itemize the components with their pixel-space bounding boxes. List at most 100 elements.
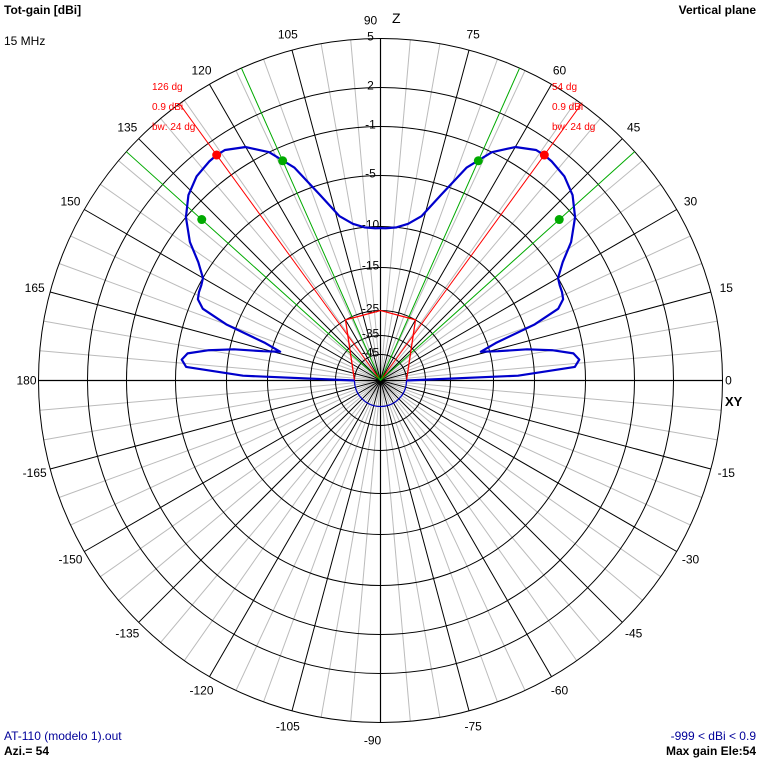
minor-spoke [380, 70, 526, 381]
minor-spoke [380, 380, 411, 722]
major-spoke [380, 380, 677, 552]
frequency-label: 15 MHz [4, 34, 46, 48]
max-gain-dot [212, 150, 222, 160]
major-spoke [84, 209, 381, 381]
inner-pattern [344, 309, 417, 408]
angle-tick-label: -105 [276, 719, 300, 733]
half-power-line [240, 67, 381, 381]
minor-spoke [58, 380, 381, 498]
radial-tick-label: 2 [367, 79, 374, 93]
major-spoke [50, 291, 381, 381]
major-spoke [380, 209, 677, 381]
minor-spoke [380, 380, 691, 526]
filename-label: AT-110 (modelo 1).out [4, 729, 122, 743]
half-power-line [126, 151, 381, 381]
minor-spoke [350, 380, 381, 722]
major-spoke [380, 380, 470, 711]
half-power-dot [278, 156, 288, 166]
max-gain-annotation: 126 dg [152, 82, 183, 93]
major-spoke [380, 138, 623, 381]
minor-spoke [380, 380, 722, 411]
half-power-line [380, 151, 635, 381]
angle-tick-label: 180 [16, 374, 36, 388]
angle-tick-label: -120 [189, 684, 213, 698]
minor-spoke [320, 380, 381, 718]
minor-spoke [380, 380, 441, 718]
minor-spoke [70, 380, 381, 526]
range-label: -999 < dBi < 0.9 [670, 729, 756, 743]
angle-tick-label: -75 [464, 719, 482, 733]
angle-tick-label: -45 [625, 627, 643, 641]
max-gain-annotation: bw: 24 dg [552, 122, 595, 133]
radiation-pattern [180, 145, 581, 382]
half-power-dot [197, 215, 207, 225]
max-gain-line [380, 103, 582, 381]
minor-spoke [43, 380, 381, 441]
z-axis-label: Z [392, 10, 401, 26]
major-spoke [50, 380, 381, 470]
minor-spoke [118, 380, 381, 601]
half-power-dot [473, 156, 483, 166]
angle-tick-label: -165 [23, 466, 47, 480]
minor-spoke [183, 380, 381, 661]
angle-tick-label: 90 [364, 14, 378, 28]
minor-spoke [39, 380, 381, 411]
marker-lines [126, 67, 635, 381]
max-gain-annotations: 54 dg 0.9 dBi bw: 24 dg 126 dg 0.9 dBi bw: 24… [152, 82, 595, 133]
minor-spoke [380, 380, 703, 498]
minor-spoke [58, 263, 381, 381]
angle-tick-label: 15 [720, 281, 734, 295]
minor-spoke [380, 380, 498, 703]
minor-spoke [380, 380, 643, 601]
radial-tick-label: 5 [367, 30, 374, 44]
angle-tick-label: 120 [191, 63, 211, 77]
angle-tick-label: 165 [25, 281, 45, 295]
minor-spoke [380, 43, 441, 381]
inner-pattern-arc [353, 380, 408, 408]
inner-pattern-line [344, 309, 417, 381]
half-power-dot [554, 215, 564, 225]
minor-spoke [380, 380, 661, 578]
major-spoke [380, 84, 552, 381]
angle-tick-label: -30 [682, 553, 700, 567]
minor-spoke [380, 183, 661, 381]
angle-tick-label: -135 [115, 627, 139, 641]
radial-tick-label: -1 [365, 118, 376, 132]
minor-spoke [70, 235, 381, 381]
radial-tick-label: -10 [362, 218, 380, 232]
major-spoke [209, 380, 381, 677]
angle-tick-label: 30 [684, 195, 698, 209]
minor-spoke [235, 70, 381, 381]
major-spoke [380, 380, 711, 470]
plane-label: Vertical plane [678, 3, 756, 17]
max-gain-label: Max gain Ele:54 [665, 744, 756, 758]
minor-spoke [380, 380, 718, 441]
polar-grid [38, 38, 723, 723]
angle-tick-label: -15 [718, 466, 736, 480]
major-spoke [380, 50, 470, 381]
minor-spoke [380, 380, 526, 691]
minor-spoke [100, 380, 381, 578]
angle-tick-label: -90 [364, 734, 382, 748]
angle-tick-label: -60 [551, 684, 569, 698]
max-gain-line [179, 103, 381, 381]
max-gain-annotation: 0.9 dBi [552, 102, 583, 113]
major-spoke [138, 138, 381, 381]
angle-tick-label: 0 [725, 374, 732, 388]
max-gain-dot [539, 150, 549, 160]
max-gain-annotation: bw: 24 dg [152, 122, 195, 133]
chart-title: Tot-gain [dBi] [4, 3, 82, 17]
minor-spoke [380, 263, 703, 381]
radial-tick-label: -15 [362, 259, 380, 273]
minor-spoke [380, 39, 411, 381]
minor-spoke [118, 160, 381, 381]
minor-spoke [380, 58, 498, 381]
half-power-line [380, 67, 521, 381]
major-spoke [138, 380, 381, 623]
pattern-markers [197, 150, 564, 225]
minor-spoke [235, 380, 381, 691]
angle-tick-label: 60 [553, 63, 567, 77]
minor-spoke [39, 350, 381, 381]
angle-tick-labels: 0 15 30 45 60 75 90 105 120 135 150 165 180 -165 -150 -… [16, 14, 735, 748]
minor-spoke [263, 380, 381, 703]
